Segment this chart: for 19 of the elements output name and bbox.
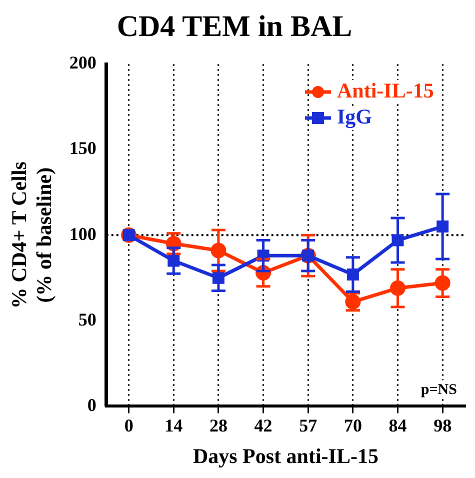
y-tick-label: 0 <box>87 394 96 415</box>
x-tick-label: 70 <box>344 416 362 436</box>
x-tick-label: 42 <box>254 416 272 436</box>
x-tick-label: 84 <box>388 416 407 436</box>
y-tick-label: 200 <box>69 52 96 73</box>
x-tick-label: 14 <box>164 416 183 436</box>
chart-title: CD4 TEM in BAL <box>116 10 352 43</box>
x-tick-label: 57 <box>299 416 318 436</box>
y-axis-title: % CD4+ T Cells (% of baseline) <box>7 162 56 309</box>
x-axis-title: Days Post anti-IL-15 <box>192 444 378 468</box>
x-tick-label: 28 <box>209 416 228 436</box>
legend-label: Anti-IL-15 <box>337 78 434 102</box>
annotation: p=NS <box>420 382 457 398</box>
x-tick-label: 98 <box>434 416 452 436</box>
y-tick-label: 150 <box>69 138 96 158</box>
legend-label: IgG <box>337 104 372 128</box>
x-tick-label: 0 <box>124 416 134 436</box>
y-tick-label: 100 <box>69 224 96 244</box>
y-tick-label: 50 <box>78 309 96 330</box>
